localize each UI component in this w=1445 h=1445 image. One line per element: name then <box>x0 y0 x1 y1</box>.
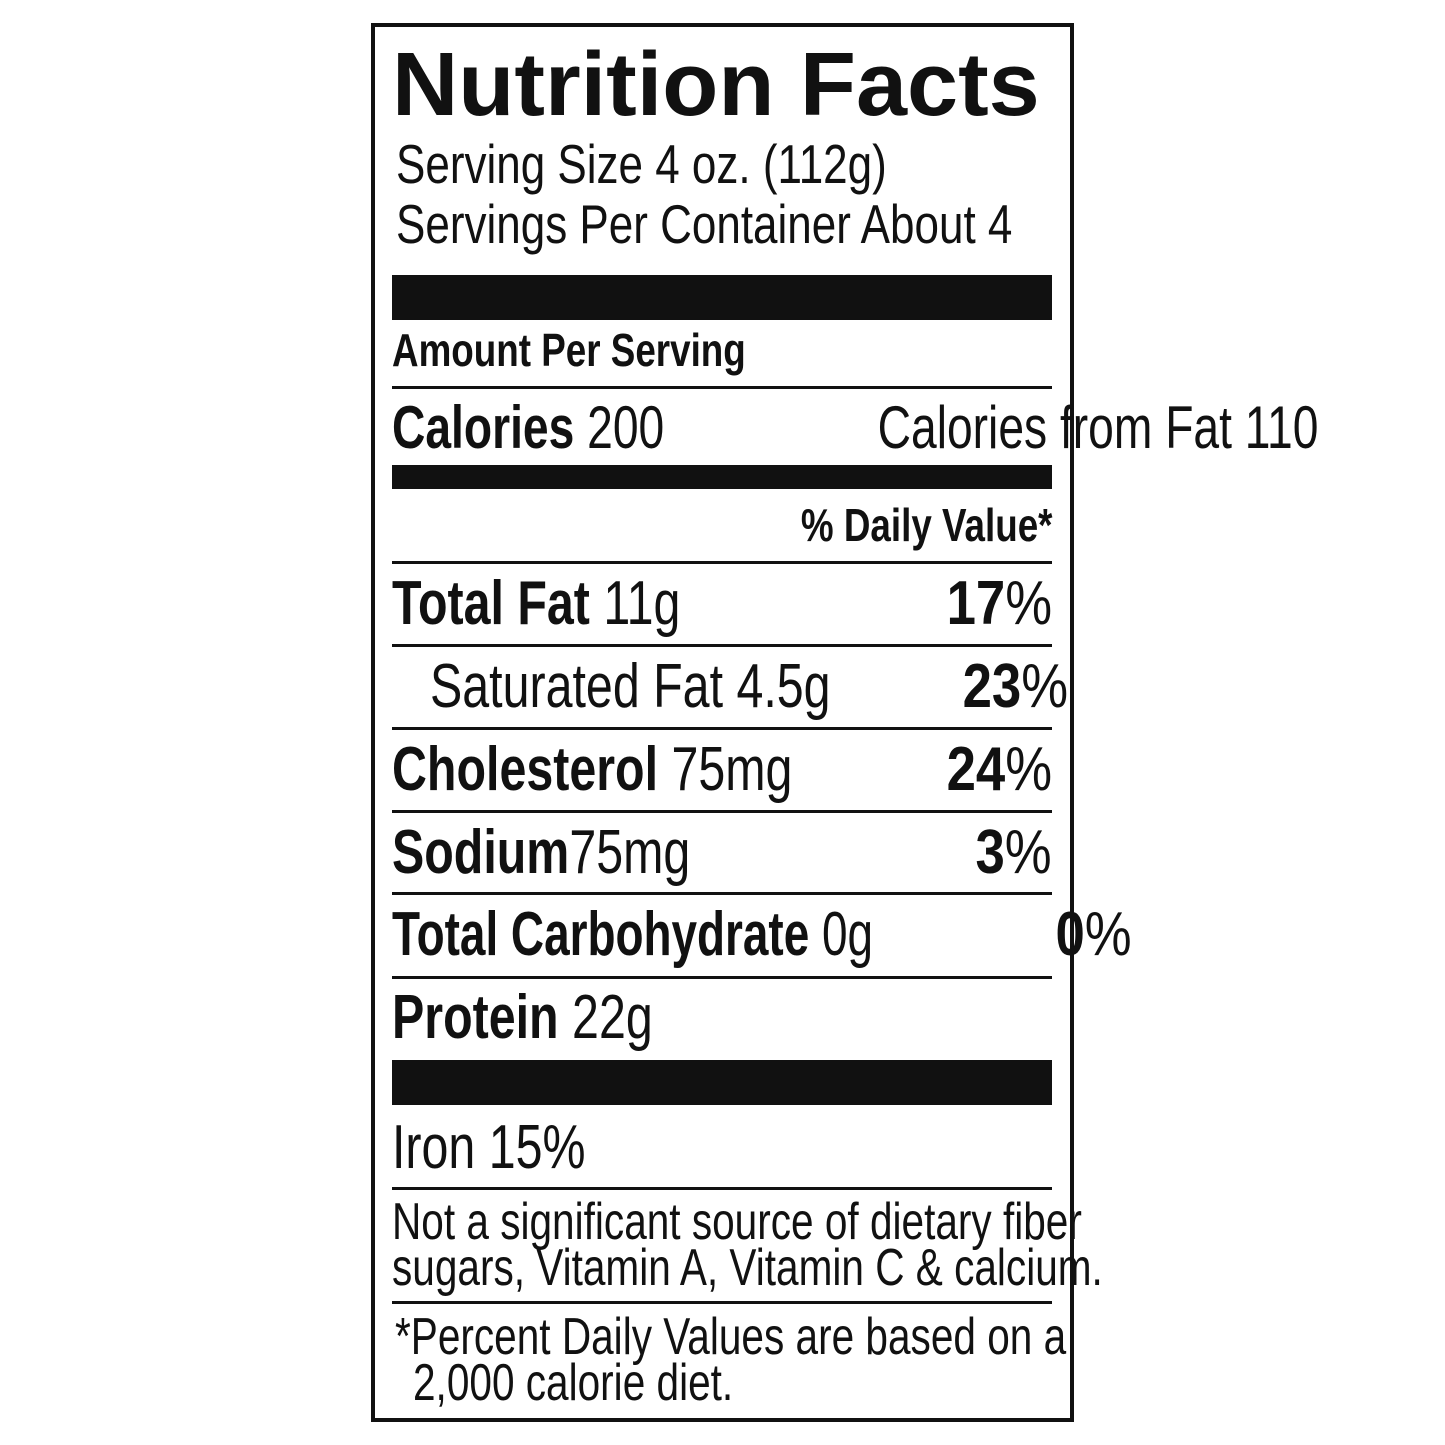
footnote-text: *Percent Daily Values are based on a <box>395 1308 1067 1366</box>
dv-percent: % <box>1005 818 1052 887</box>
calories-text: Calories 200 <box>392 398 664 458</box>
nutrient-text: Protein 22g <box>392 987 653 1049</box>
calories-row: Calories 200 Calories from Fat 110 <box>392 398 1318 458</box>
note-line: sugars, Vitamin A, Vitamin C & calcium. <box>392 1242 1103 1294</box>
iron-row: Iron 15% <box>392 1117 1052 1179</box>
daily-value-header: % Daily Value* <box>392 502 1052 548</box>
nutrient-row-sodium: Sodium75mg 3% <box>392 822 1052 884</box>
calories-value: 200 <box>587 394 665 461</box>
thick-divider <box>392 465 1052 489</box>
divider <box>392 1301 1052 1304</box>
divider <box>392 976 1052 979</box>
daily-value: 23% <box>962 656 1067 718</box>
nutrient-label: Sodium <box>392 818 570 887</box>
nutrient-label: Protein <box>392 983 559 1052</box>
dv-percent: % <box>1084 900 1132 969</box>
calories-from-fat-label: Calories from Fat <box>877 394 1232 461</box>
divider <box>392 561 1052 564</box>
dv-percent: % <box>1005 569 1052 638</box>
dv-percent: % <box>1005 735 1052 804</box>
daily-value: 3% <box>976 822 1052 884</box>
label-title: Nutrition Facts <box>392 40 1052 130</box>
footnote-line: *Percent Daily Values are based on a <box>395 1311 1066 1363</box>
dv-number: 3 <box>975 818 1006 887</box>
divider <box>392 386 1052 389</box>
nutrition-label-border <box>371 23 1074 1422</box>
nutrient-text: Total Fat 11g <box>392 573 680 635</box>
nutrient-row-protein: Protein 22g <box>392 987 1052 1049</box>
title-text: Nutrition Facts <box>392 35 1040 135</box>
divider <box>392 810 1052 813</box>
amount-per-serving-text: Amount Per Serving <box>392 324 746 376</box>
thick-divider <box>392 1060 1052 1105</box>
note-text: sugars, Vitamin A, Vitamin C & calcium. <box>392 1239 1103 1297</box>
footnote-line: 2,000 calorie diet. <box>413 1357 1073 1409</box>
divider <box>392 727 1052 730</box>
amount-per-serving: Amount Per Serving <box>392 327 1052 373</box>
serving-size: Serving Size 4 oz. (112g) <box>396 137 1056 192</box>
dv-percent: % <box>1020 652 1068 721</box>
dv-number: 17 <box>946 569 1006 638</box>
nutrient-row-cholesterol: Cholesterol 75mg 24% <box>392 739 1052 801</box>
nutrient-amount: 22g <box>572 983 653 1052</box>
servings-per-container: Servings Per Container About 4 <box>396 197 1056 252</box>
nutrient-amount: 75mg <box>671 735 793 804</box>
calories-from-fat-value: 110 <box>1244 394 1318 461</box>
nutrient-label: Saturated Fat 4.5g <box>430 652 831 721</box>
nutrient-row-saturated-fat: Saturated Fat 4.5g 23% <box>392 652 1068 721</box>
thick-divider <box>392 275 1052 320</box>
dv-number: 0 <box>1055 900 1085 969</box>
servings-text: Servings Per Container About 4 <box>396 193 1013 255</box>
nutrient-amount: 0g <box>821 900 874 969</box>
nutrient-amount: 11g <box>603 569 681 638</box>
daily-value: 0% <box>1055 904 1131 966</box>
nutrient-text: Sodium75mg <box>392 822 690 884</box>
nutrient-label: Total Fat <box>392 569 590 638</box>
divider <box>392 1187 1052 1190</box>
nutrient-row-total-carbohydrate: Total Carbohydrate 0g 0% <box>392 904 1132 966</box>
calories-from-fat: Calories from Fat 110 <box>877 398 1318 458</box>
daily-value: 24% <box>947 739 1052 801</box>
daily-value: 17% <box>947 573 1052 635</box>
calories-label: Calories <box>392 394 575 461</box>
nutrient-text: Cholesterol 75mg <box>392 739 792 801</box>
footnote-text: 2,000 calorie diet. <box>413 1354 734 1412</box>
dv-number: 23 <box>962 652 1021 721</box>
nutrient-row-total-fat: Total Fat 11g 17% <box>392 573 1052 635</box>
nutrient-text: Total Carbohydrate 0g <box>392 904 873 966</box>
note-line: Not a significant source of dietary fibe… <box>392 1196 1082 1248</box>
daily-value-header-text: % Daily Value* <box>800 499 1052 551</box>
divider <box>392 644 1052 647</box>
nutrient-amount: 75mg <box>569 818 691 887</box>
note-text: Not a significant source of dietary fibe… <box>392 1193 1082 1251</box>
nutrient-label: Total Carbohydrate <box>392 900 810 969</box>
dv-number: 24 <box>946 735 1006 804</box>
divider <box>392 892 1052 895</box>
nutrient-label: Cholesterol <box>392 735 659 804</box>
iron-text: Iron 15% <box>392 1113 586 1182</box>
serving-size-text: Serving Size 4 oz. (112g) <box>396 133 887 195</box>
